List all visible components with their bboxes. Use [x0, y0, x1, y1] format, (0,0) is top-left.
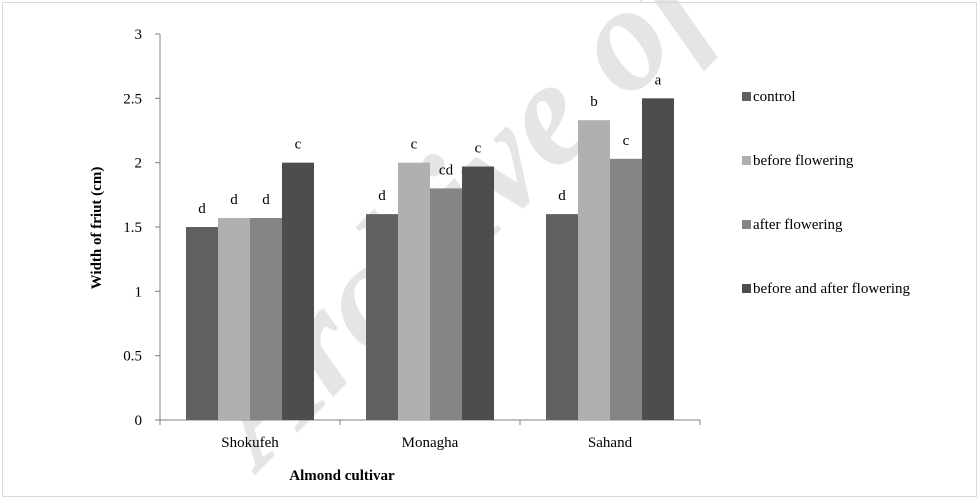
legend-label: before flowering — [753, 153, 854, 169]
legend-label: control — [753, 89, 796, 105]
x-tick-label: Shokufeh — [221, 435, 279, 451]
data-label: a — [655, 72, 662, 88]
data-label: c — [295, 137, 302, 153]
data-label: c — [475, 141, 482, 157]
legend-swatch — [742, 284, 751, 293]
x-tick-label: Sahand — [588, 435, 633, 451]
data-label: cd — [439, 162, 454, 178]
legend: control before flowering after flowering be… — [742, 89, 911, 297]
bar — [186, 227, 218, 420]
y-axis-title: Width of friut (cm) — [89, 167, 105, 290]
y-tick-label: 2 — [135, 156, 143, 172]
data-label: d — [262, 192, 270, 208]
x-axis-title: Almond cultivar — [289, 468, 395, 484]
bar — [398, 162, 430, 420]
y-tick-label: 1 — [135, 284, 143, 300]
data-label: b — [590, 94, 598, 110]
y-tick-label: 3 — [135, 27, 143, 43]
y-tick-label: 2.5 — [123, 91, 142, 107]
bar — [430, 188, 462, 420]
y-tick-label: 0.5 — [123, 349, 142, 365]
legend-swatch — [742, 220, 751, 229]
data-label: d — [558, 188, 566, 204]
bar — [642, 98, 674, 420]
bar — [610, 158, 642, 420]
data-label: d — [230, 192, 238, 208]
bar — [578, 120, 610, 420]
data-label: c — [411, 137, 418, 153]
y-tick-label: 1.5 — [123, 220, 142, 236]
bar — [218, 217, 250, 420]
bar — [462, 166, 494, 420]
data-label: d — [378, 188, 386, 204]
bar — [366, 214, 398, 420]
legend-swatch — [742, 92, 751, 101]
legend-label: after flowering — [753, 217, 843, 233]
bar — [546, 214, 578, 420]
data-label: d — [198, 201, 206, 217]
y-tick-label: 0 — [135, 413, 143, 429]
bar — [250, 217, 282, 420]
legend-swatch — [742, 156, 751, 165]
bar — [282, 162, 314, 420]
legend-label: before and after flowering — [753, 281, 911, 297]
x-tick-label: Monagha — [402, 435, 459, 451]
data-label: c — [623, 133, 630, 149]
